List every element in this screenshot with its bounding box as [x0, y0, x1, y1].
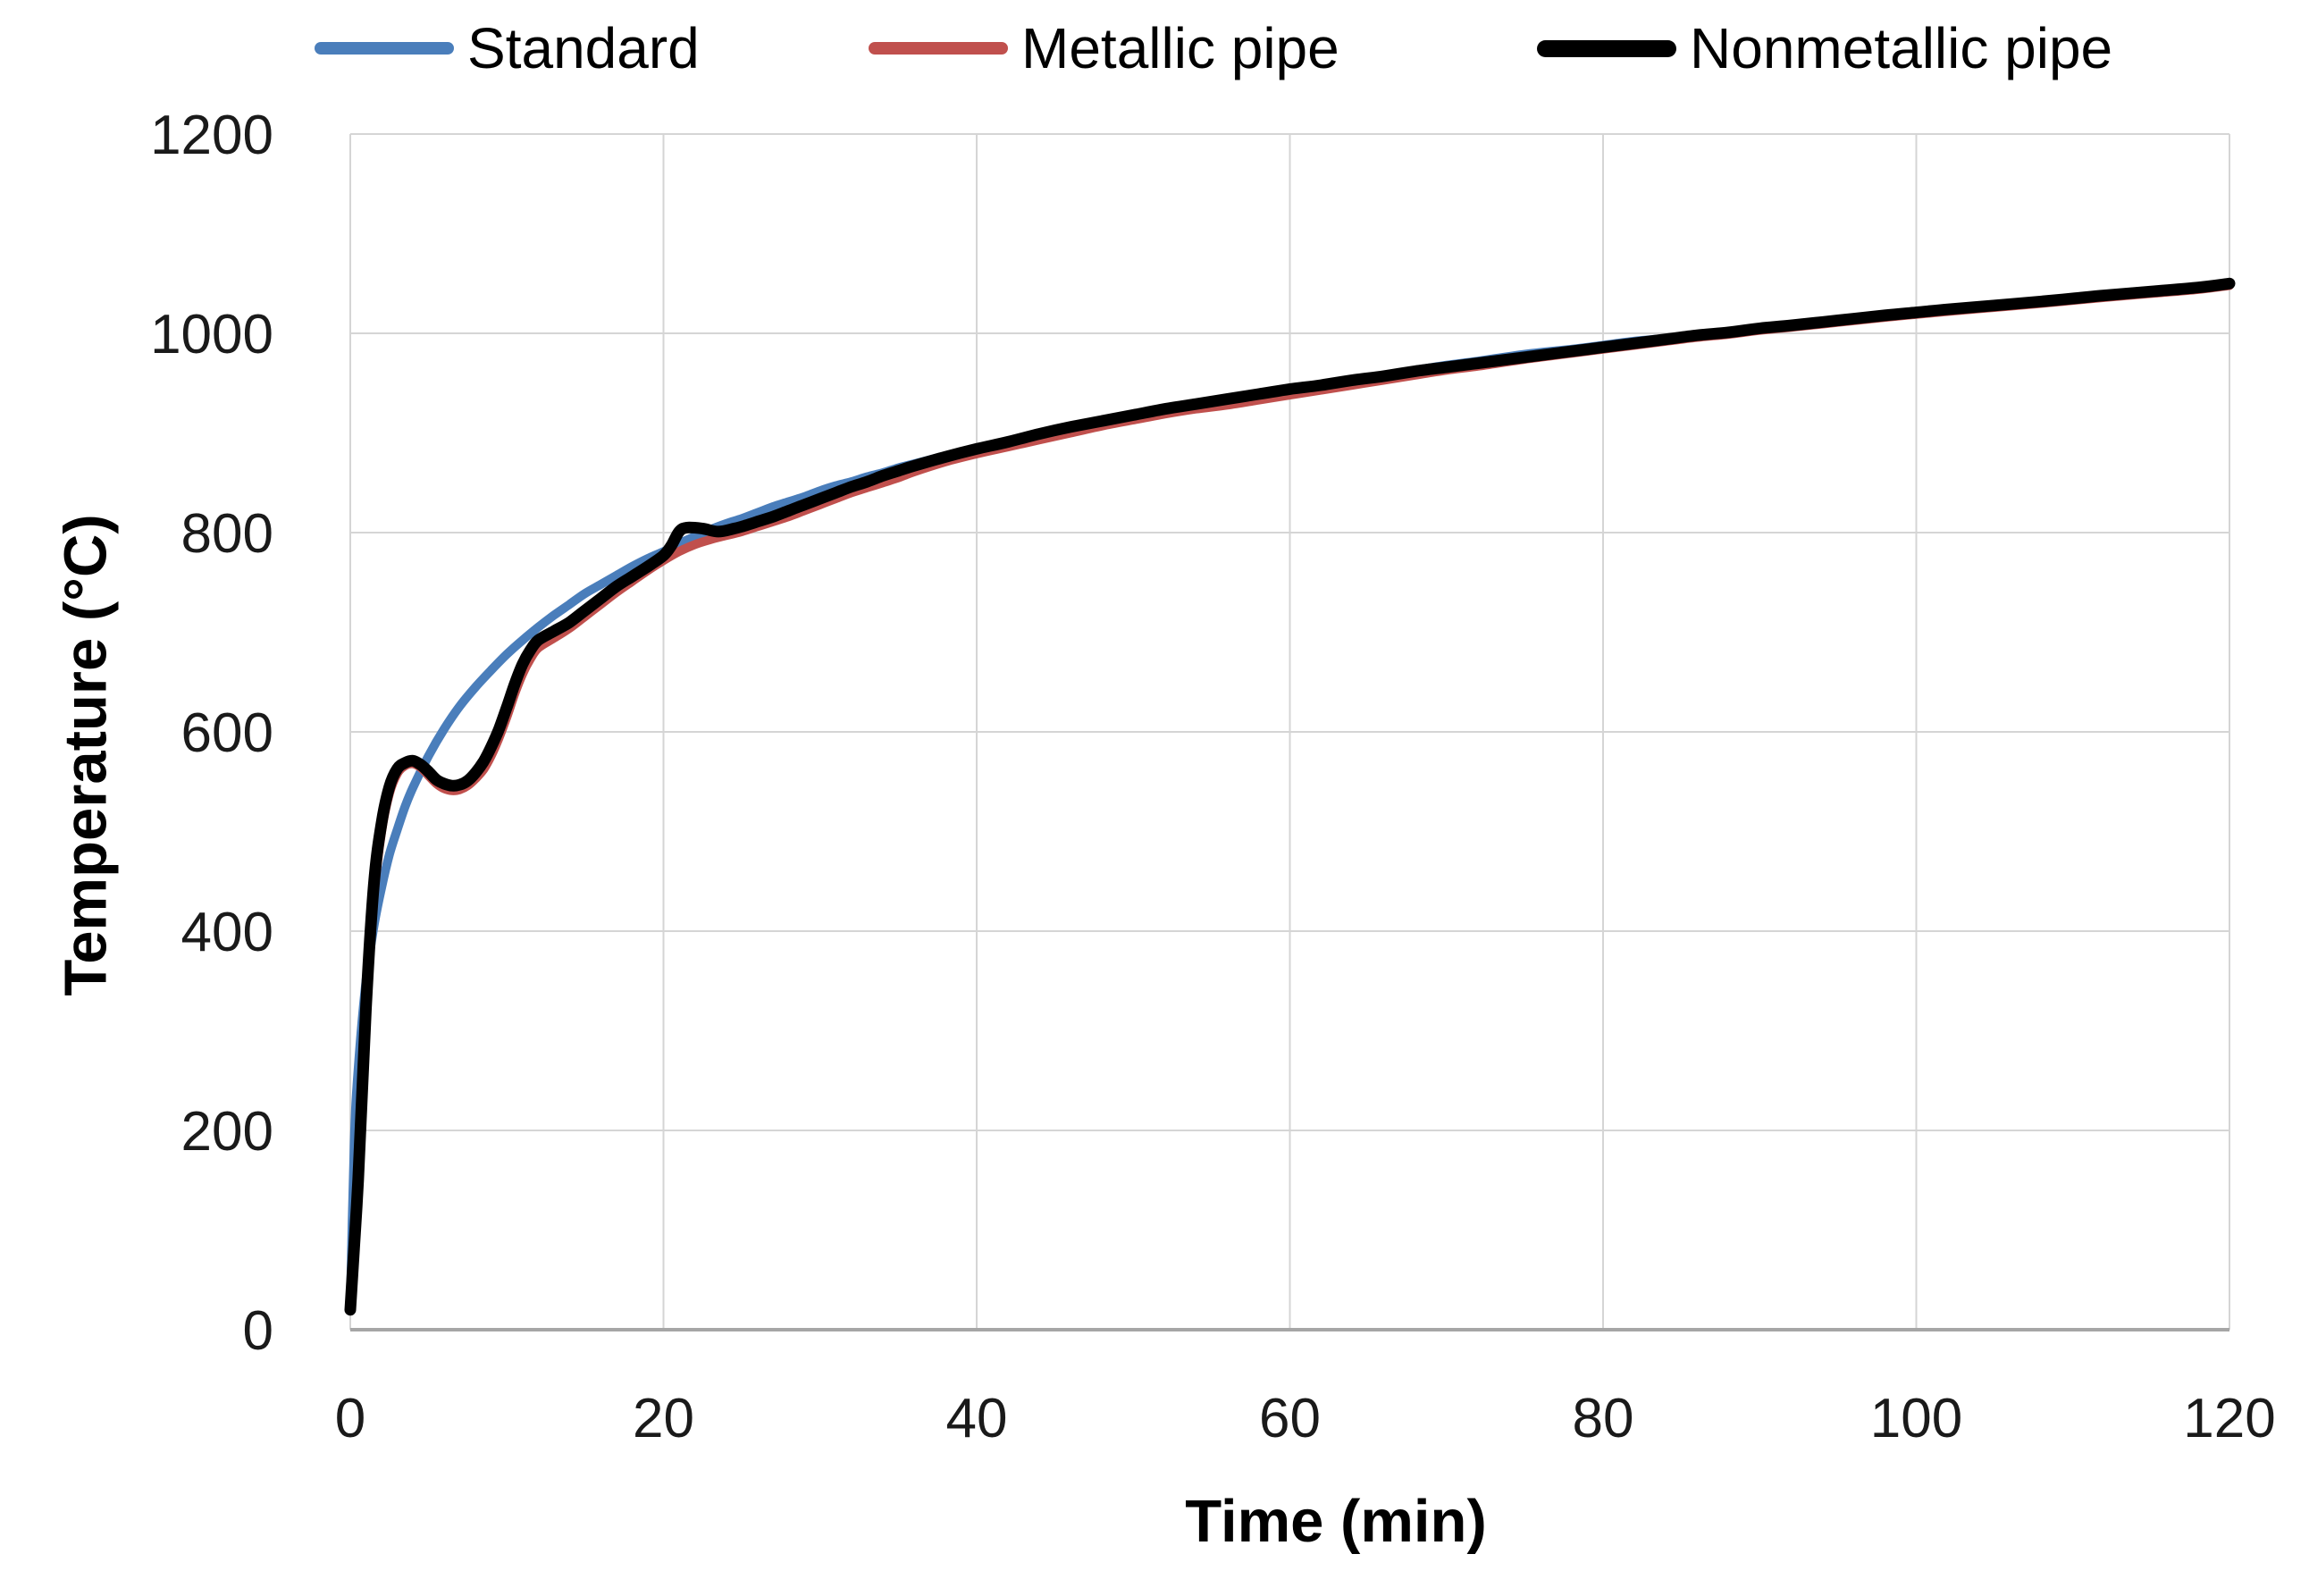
legend-item-nonmetallic-pipe: Nonmetallic pipe	[1537, 14, 2112, 82]
x-axis-title: Time (min)	[1185, 1488, 1487, 1555]
x-tick-label: 20	[633, 1388, 694, 1449]
y-tick-label: 1200	[150, 105, 273, 166]
y-tick-label: 200	[181, 1101, 273, 1163]
legend-item-metallic-pipe: Metallic pipe	[869, 14, 1339, 82]
legend-label-nonmetallic-pipe: Nonmetallic pipe	[1690, 16, 2113, 80]
y-tick-label: 600	[181, 702, 273, 764]
y-axis-title: Temperature (°C)	[52, 514, 120, 996]
x-tick-label: 120	[2183, 1388, 2275, 1449]
y-tick-label: 800	[181, 503, 273, 565]
y-tick-label: 400	[181, 902, 273, 963]
legend-item-standard: Standard	[315, 14, 700, 82]
series-nonmetallic-pipe-line	[344, 277, 2236, 1316]
x-tick-label: 0	[335, 1388, 365, 1449]
legend-swatch-metallic-pipe-icon	[869, 42, 1008, 55]
legend-swatch-standard-icon	[315, 42, 454, 55]
legend-label-metallic-pipe: Metallic pipe	[1021, 16, 1339, 80]
x-tick-label: 60	[1259, 1388, 1321, 1449]
y-tick-label: 1000	[150, 304, 273, 365]
x-tick-label: 40	[946, 1388, 1008, 1449]
y-tick-label: 0	[243, 1300, 273, 1362]
legend-swatch-nonmetallic-pipe-icon	[1537, 39, 1676, 57]
x-tick-label: 100	[1870, 1388, 1962, 1449]
x-tick-label: 80	[1573, 1388, 1634, 1449]
legend-label-standard: Standard	[467, 16, 700, 80]
